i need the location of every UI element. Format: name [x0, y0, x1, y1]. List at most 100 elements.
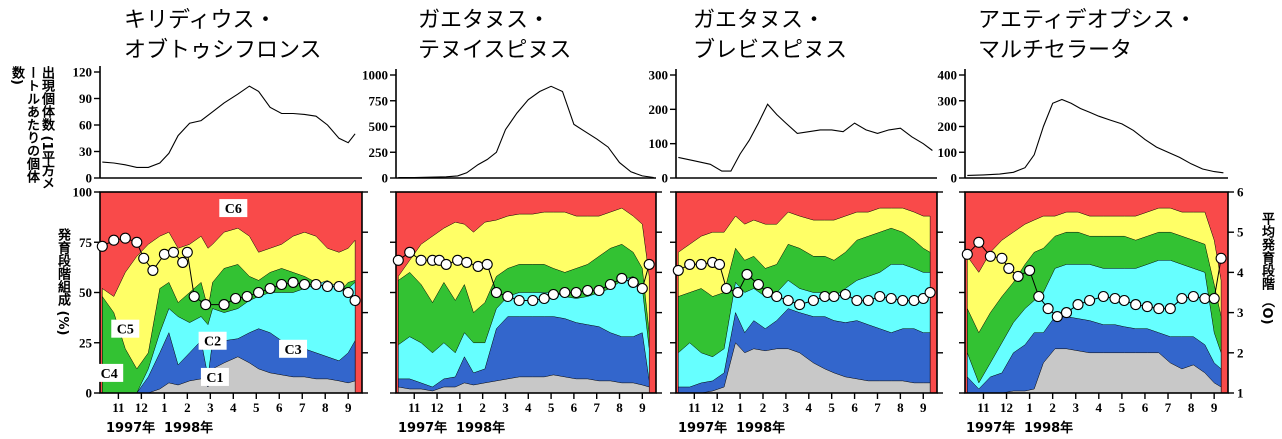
stage-label-C5: C5 — [111, 320, 139, 338]
stage-label-C6: C6 — [219, 199, 247, 217]
stage-label-text: C4 — [101, 367, 118, 382]
title-panel-2-line-2: テヌイスピヌス — [418, 36, 571, 66]
mean-stage-point — [742, 269, 752, 279]
mean-stage-point — [453, 255, 463, 265]
month-tick-label: 9 — [639, 400, 646, 415]
percent-tick-label: 50 — [79, 285, 92, 300]
mean-stage-point — [733, 288, 743, 298]
year-label-1998-panel-3: 1998年 — [736, 417, 785, 436]
abundance-tick-label: 100 — [938, 145, 958, 160]
mean-stage-point — [1034, 292, 1044, 302]
mean-stage-point — [334, 282, 344, 292]
mean-stage-tick-label: 1 — [1237, 386, 1244, 401]
abundance-tick-label: 200 — [649, 102, 669, 117]
panel-2: 0250500750100011 12 1 2 3 4 5 6 7 8 9 — [362, 68, 662, 416]
year-label-1998-panel-1: 1998年 — [164, 417, 213, 436]
month-tick-label: 12 — [431, 400, 444, 415]
stage-label-text: C5 — [117, 323, 134, 338]
abundance-tick-label: 0 — [951, 171, 958, 186]
mean-stage-point — [514, 296, 524, 306]
percent-tick-label: 25 — [79, 335, 93, 350]
mean-stage-point — [1119, 296, 1129, 306]
percent-tick-label: 75 — [79, 235, 93, 250]
year-label-1997-panel-4: 1997年 — [966, 417, 1015, 436]
mean-stage-tick-label: 3 — [1237, 305, 1244, 320]
percent-tick-label: 0 — [86, 386, 93, 401]
mean-stage-tick-label: 5 — [1237, 225, 1244, 240]
mean-stage-point — [311, 280, 321, 290]
stage-label-C3: C3 — [279, 340, 307, 358]
mean-stage-point — [1110, 294, 1120, 304]
stage-label-text: C3 — [284, 343, 301, 358]
month-tick-label: 1 — [737, 400, 744, 415]
mean-stage-point — [772, 292, 782, 302]
mean-stage-point — [560, 288, 570, 298]
percent-tick-label: 100 — [73, 185, 93, 200]
mean-stage-point — [189, 292, 199, 302]
mean-stage-point — [201, 300, 211, 310]
title-panel-4-line-2: マルチセラータ — [978, 36, 1197, 66]
mean-stage-point — [783, 296, 793, 306]
mean-stage-point — [1025, 265, 1035, 275]
abundance-plot-3: 0100200300 — [649, 68, 938, 186]
mean-stage-point — [594, 286, 604, 296]
month-tick-label: 8 — [897, 400, 904, 415]
title-panel-2-line-1: ガエタヌス・ — [418, 6, 571, 36]
mean-stage-point — [1200, 294, 1210, 304]
mean-stage-point — [875, 292, 885, 302]
month-tick-label: 5 — [828, 400, 835, 415]
month-tick-label: 11 — [688, 400, 700, 415]
month-tick-label: 8 — [1188, 400, 1195, 415]
title-panel-3-line-1: ガエタヌス・ — [693, 6, 847, 36]
abundance-line — [967, 100, 1223, 176]
mean-stage-point — [441, 259, 451, 269]
month-tick-label: 3 — [783, 400, 790, 415]
abundance-tick-label: 300 — [649, 68, 669, 83]
mean-stage-point — [1142, 302, 1152, 312]
stage-label-C1: C1 — [201, 368, 229, 386]
abundance-tick-label: 400 — [938, 68, 958, 83]
mean-stage-point — [1004, 263, 1014, 273]
mean-stage-point — [350, 296, 360, 306]
month-tick-label: 2 — [184, 400, 191, 415]
mean-stage-tick-label: 4 — [1237, 265, 1244, 280]
month-tick-label: 7 — [874, 400, 881, 415]
title-panel-1: キリディウス・ オブトゥシフロンス — [124, 6, 322, 66]
month-tick-label: 4 — [806, 400, 813, 415]
abundance-tick-label: 100 — [649, 136, 669, 151]
month-tick-label: 8 — [616, 400, 623, 415]
mean-stage-point — [962, 249, 972, 259]
mean-stage-tick-label: 6 — [1237, 185, 1244, 200]
mean-stage-point — [109, 235, 119, 245]
mean-stage-point — [159, 249, 169, 259]
mean-stage-point — [925, 288, 935, 298]
y-label-abundance: 出現個体数 (1平方メートルあたりの個体数) — [8, 66, 54, 196]
abundance-tick-label: 90 — [79, 91, 92, 106]
mean-stage-point — [583, 286, 593, 296]
mean-stage-point — [1085, 296, 1095, 306]
mean-stage-point — [795, 300, 805, 310]
month-tick-label: 5 — [1119, 400, 1126, 415]
year-label-1997-panel-3: 1997年 — [678, 417, 727, 436]
mean-stage-point — [265, 284, 275, 294]
month-tick-label: 4 — [525, 400, 532, 415]
month-tick-label: 12 — [1000, 400, 1013, 415]
mean-stage-point — [1165, 304, 1175, 314]
mean-stage-point — [1131, 300, 1141, 310]
mean-stage-point — [644, 259, 654, 269]
month-tick-label: 6 — [276, 400, 283, 415]
mean-stage-point — [696, 259, 706, 269]
mean-stage-point — [405, 247, 415, 257]
mean-stage-point — [886, 294, 896, 304]
mean-stage-tick-label: 2 — [1237, 345, 1244, 360]
mean-stage-point — [462, 257, 472, 267]
y-label-mean-stage: 平均発育段階 （O) — [1256, 212, 1274, 372]
abundance-tick-label: 30 — [79, 144, 92, 159]
mean-stage-point — [219, 300, 229, 310]
mean-stage-point — [1098, 292, 1108, 302]
month-tick-label: 6 — [851, 400, 858, 415]
abundance-tick-label: 200 — [938, 119, 958, 134]
mean-stage-point — [148, 265, 158, 275]
mean-stage-point — [178, 257, 188, 267]
abundance-tick-label: 0 — [382, 171, 389, 186]
